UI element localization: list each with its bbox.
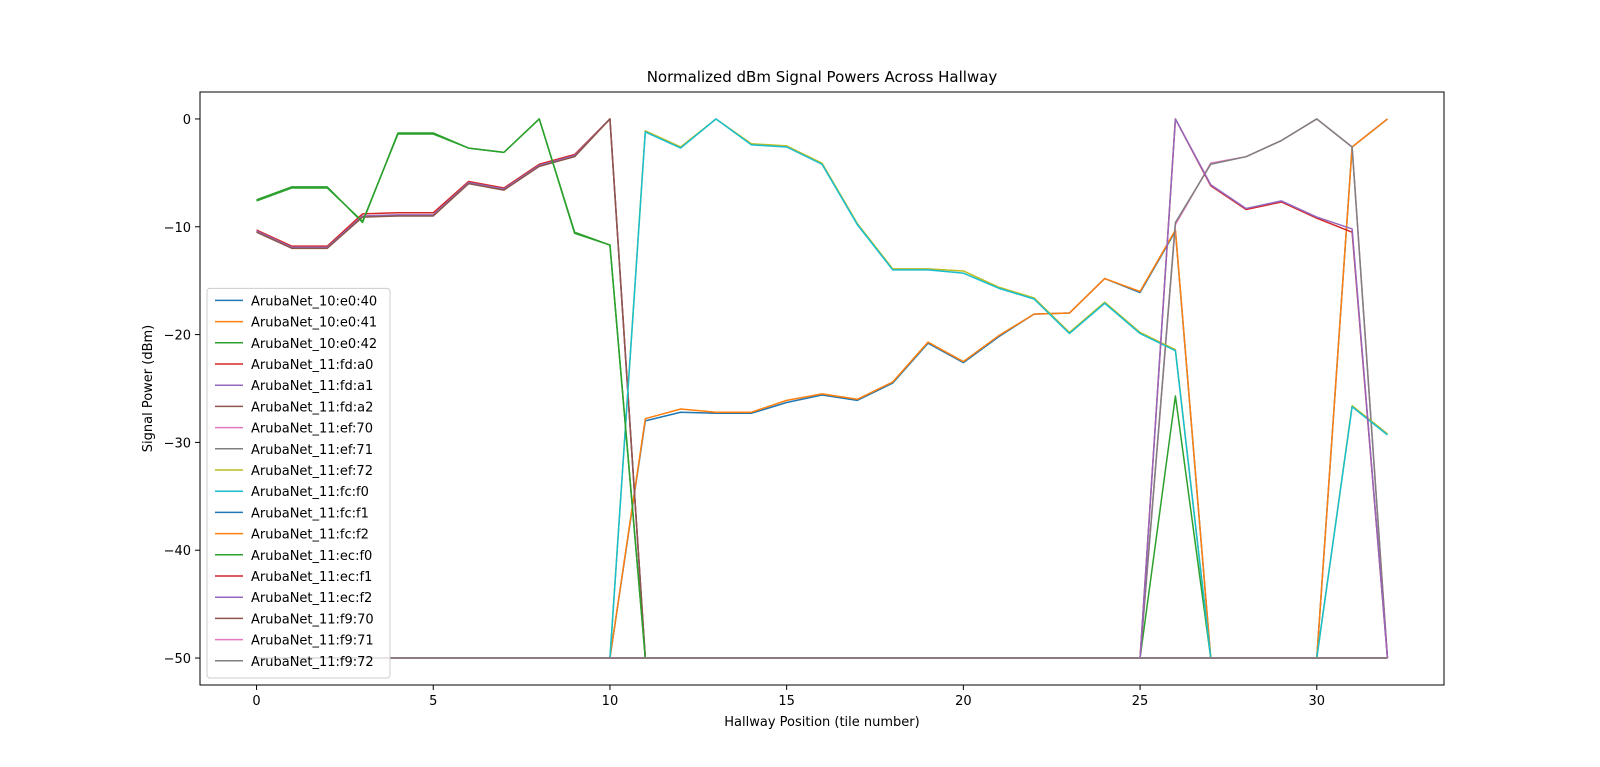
y-tick-label: −50 [164, 652, 191, 667]
legend-entry: ArubaNet_11:ef:72 [251, 464, 373, 479]
legend-entry: ArubaNet_11:fc:f1 [251, 506, 369, 521]
legend-entry: ArubaNet_11:ef:71 [251, 443, 373, 458]
legend-entry: ArubaNet_11:fd:a0 [251, 358, 373, 373]
y-axis-label: Signal Power (dBm) [141, 325, 156, 452]
series-layer [256, 118, 1389, 659]
legend-entry: ArubaNet_11:f9:71 [251, 634, 374, 649]
legend-entry: ArubaNet_11:f9:72 [251, 655, 374, 670]
legend-box [206, 287, 391, 679]
x-tick-label: 25 [1132, 694, 1149, 709]
legend-entry: ArubaNet_11:ef:70 [251, 422, 373, 437]
legend-entry: ArubaNet_10:e0:40 [251, 294, 377, 309]
x-tick-label: 5 [429, 694, 437, 709]
legend: ArubaNet_10:e0:40 ArubaNet_10:e0:41 ArubaN… [206, 287, 391, 679]
legend-entry: ArubaNet_10:e0:42 [251, 337, 377, 352]
legend-entry: ArubaNet_11:fc:f2 [251, 528, 369, 543]
legend-entry: ArubaNet_11:fd:a1 [251, 379, 373, 394]
y-axis: 0 −10 −20 −30 −40 −50 [164, 113, 200, 667]
x-tick-label: 0 [252, 694, 260, 709]
y-tick-label: −10 [164, 221, 191, 236]
legend-entry: ArubaNet_11:ec:f1 [251, 570, 372, 585]
y-tick-label: −20 [164, 329, 191, 344]
x-tick-label: 10 [602, 694, 619, 709]
legend-entry: ArubaNet_11:fc:f0 [251, 485, 369, 500]
x-tick-label: 30 [1308, 694, 1325, 709]
plot-area-frame [199, 91, 1445, 686]
legend-entry: ArubaNet_11:ec:f0 [251, 549, 372, 564]
y-tick-label: −30 [164, 436, 191, 451]
chart-title: Normalized dBm Signal Powers Across Hall… [647, 68, 998, 86]
legend-entry: ArubaNet_11:ec:f2 [251, 591, 372, 606]
x-axis: 0 5 10 15 20 25 30 [252, 685, 1325, 709]
x-tick-label: 20 [955, 694, 972, 709]
y-tick-label: −40 [164, 544, 191, 559]
legend-entry: ArubaNet_11:fd:a2 [251, 400, 373, 415]
legend-entry: ArubaNet_11:f9:70 [251, 612, 374, 627]
legend-entry: ArubaNet_10:e0:41 [251, 316, 377, 331]
x-tick-label: 15 [778, 694, 795, 709]
y-tick-label: 0 [183, 113, 191, 128]
x-axis-label: Hallway Position (tile number) [724, 715, 919, 730]
